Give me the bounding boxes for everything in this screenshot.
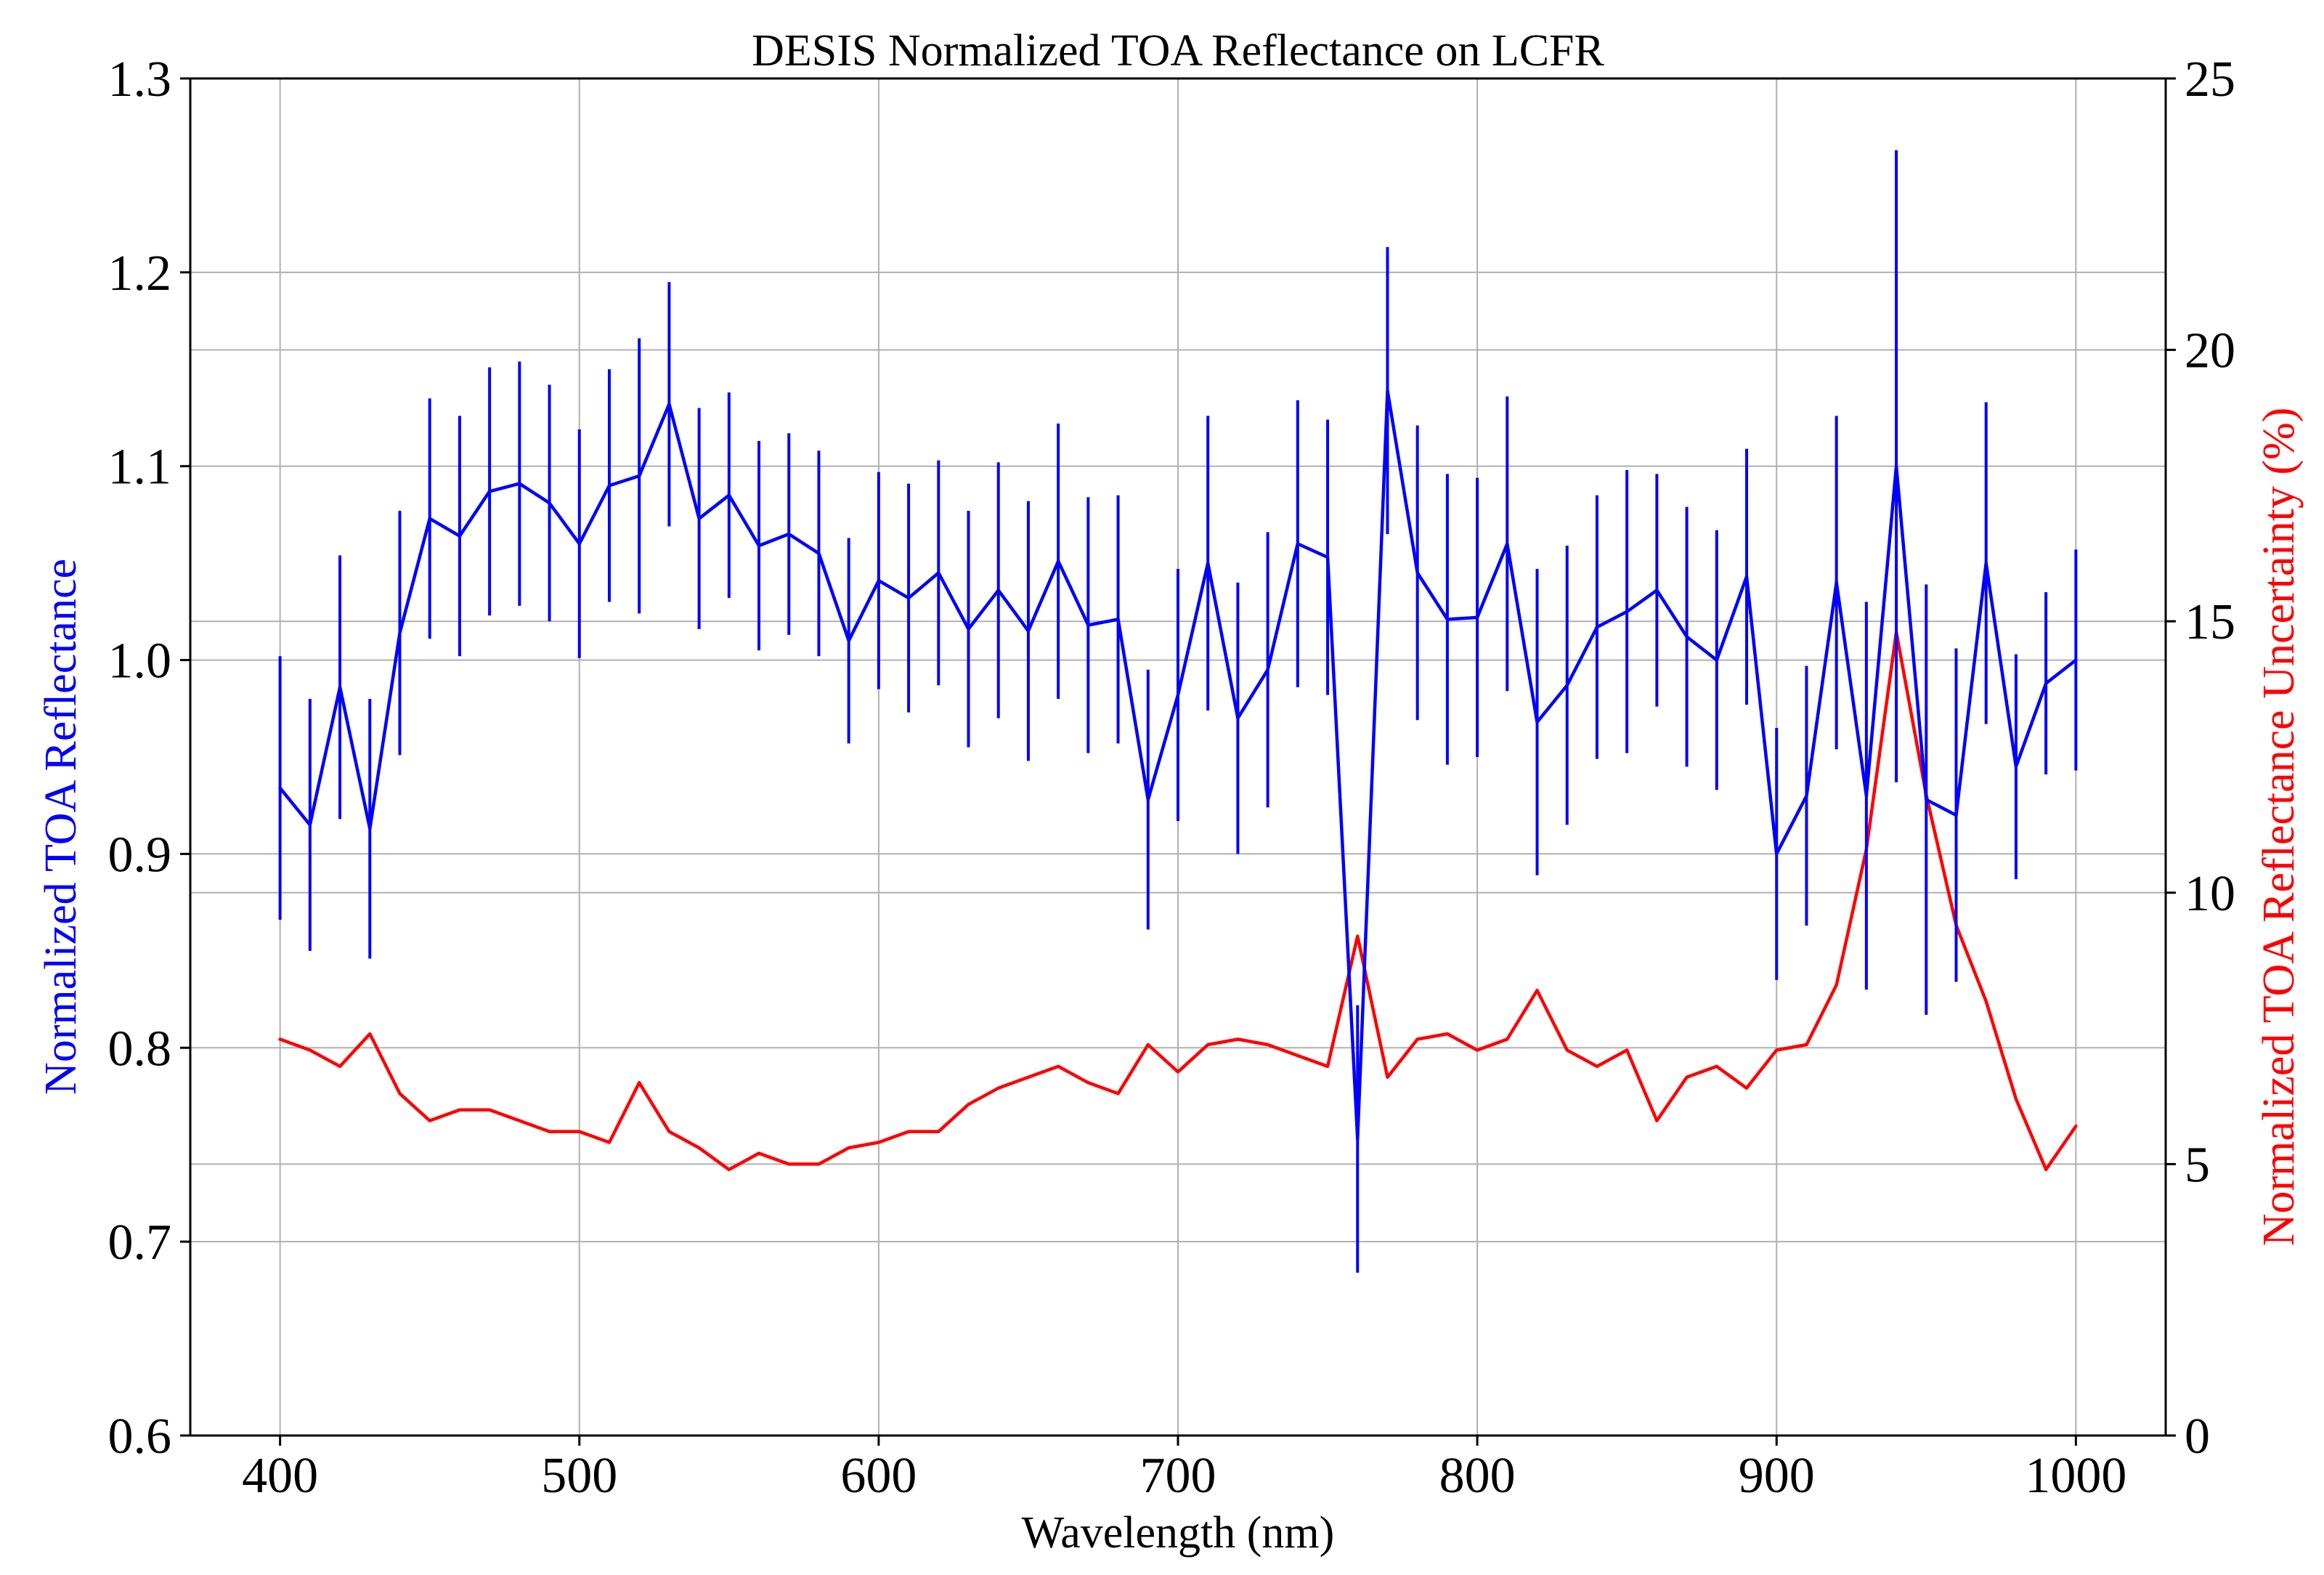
y2-tick-label: 5	[2185, 1137, 2210, 1193]
y2-tick-label: 0	[2185, 1409, 2210, 1465]
x-tick-label: 1000	[2025, 1448, 2126, 1504]
y-tick-label: 0.6	[108, 1409, 172, 1465]
x-tick-label: 900	[1739, 1448, 1815, 1504]
x-tick-label: 400	[242, 1448, 318, 1504]
y2-tick-label: 15	[2185, 594, 2235, 650]
y-axis-title: Normalized TOA Reflectance	[36, 559, 86, 1095]
axis-ticks: 400 500 600 700 800 900 1000 0.6 0.7 0.8 0.9 1.0 1.1…	[108, 52, 2236, 1504]
x-tick-label: 500	[541, 1448, 617, 1504]
reflectance-series	[278, 150, 2078, 1273]
y2-tick-label: 10	[2185, 866, 2235, 922]
y-tick-label: 0.7	[108, 1215, 172, 1271]
chart-title: DESIS Normalized TOA Reflectance on LCFR	[752, 26, 1604, 76]
y-tick-label: 0.9	[108, 827, 172, 883]
y-tick-label: 1.1	[108, 440, 172, 495]
y2-tick-label: 20	[2185, 323, 2235, 379]
x-axis-title: Wavelength (nm)	[1022, 1508, 1335, 1558]
y-tick-label: 1.2	[108, 246, 172, 301]
x-tick-label: 800	[1439, 1448, 1516, 1504]
x-tick-label: 600	[840, 1448, 917, 1504]
y2-tick-label: 25	[2185, 52, 2235, 108]
x-tick-label: 700	[1140, 1448, 1216, 1504]
uncertainty-series	[278, 630, 2078, 1172]
y-tick-label: 1.3	[108, 52, 172, 108]
y-tick-label: 0.8	[108, 1021, 172, 1077]
y2-axis-title: Normalized TOA Reflectance Uncertainty (…	[2254, 408, 2304, 1247]
y-tick-label: 1.0	[108, 633, 172, 689]
